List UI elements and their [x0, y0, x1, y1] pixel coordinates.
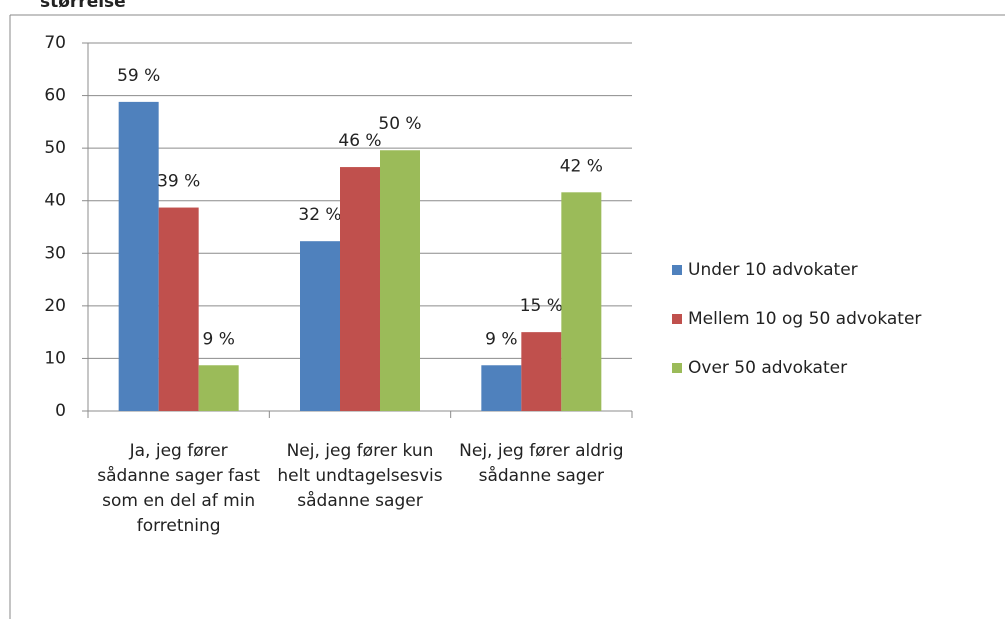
- y-tick-label: 50: [44, 138, 66, 158]
- y-tick-label: 10: [44, 348, 66, 368]
- bar: [561, 192, 602, 411]
- legend-swatch: [672, 265, 682, 275]
- data-label: 9 %: [485, 329, 517, 349]
- legend-swatch: [672, 314, 682, 324]
- bar: [380, 150, 420, 411]
- bar: [158, 207, 199, 411]
- legend-swatch: [672, 363, 682, 373]
- legend-label: Mellem 10 og 50 advokater: [688, 309, 921, 329]
- x-tick-label: Nej, jeg fører aldrig sådanne sager: [459, 441, 624, 486]
- legend-label: Over 50 advokater: [688, 358, 847, 378]
- bar: [300, 241, 340, 411]
- data-label: 32 %: [298, 205, 341, 225]
- y-tick-label: 30: [44, 243, 66, 263]
- data-label: 9 %: [202, 329, 234, 349]
- y-tick-label: 60: [44, 86, 66, 106]
- data-label: 46 %: [338, 131, 381, 151]
- y-tick-label: 70: [44, 33, 66, 53]
- data-label: 59 %: [117, 66, 160, 86]
- bar: [521, 332, 562, 411]
- legend-label: Under 10 advokater: [688, 260, 858, 280]
- x-tick-label: Nej, jeg fører kun helt undtagelsesvis s…: [277, 441, 443, 511]
- bar: [198, 365, 239, 411]
- bar: [481, 365, 522, 411]
- bar: [340, 167, 380, 411]
- y-tick-label: 20: [44, 296, 66, 316]
- data-label: 15 %: [520, 296, 563, 316]
- bar: [118, 101, 159, 411]
- data-label: 50 %: [378, 114, 421, 134]
- y-tick-label: 40: [44, 191, 66, 211]
- x-tick-label: Ja, jeg fører sådanne sager fast som en …: [97, 441, 261, 536]
- data-label: 42 %: [560, 156, 603, 176]
- y-tick-label: 0: [55, 401, 66, 421]
- data-label: 39 %: [157, 172, 200, 192]
- chart-title: størrelse: [40, 0, 126, 12]
